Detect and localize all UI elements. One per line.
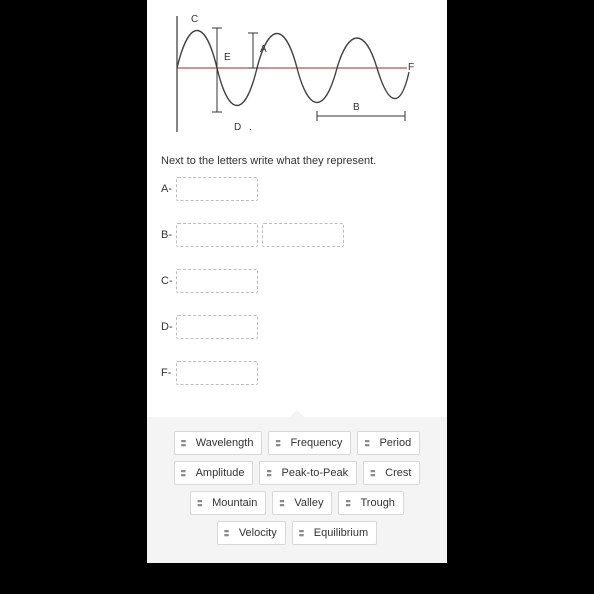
drag-grip-icon: ▪▪▪▪ (181, 469, 191, 477)
drag-grip-icon: ▪▪▪▪ (279, 499, 289, 507)
drop-slot[interactable] (176, 177, 258, 201)
svg-text:.: . (249, 122, 252, 133)
word-chip-label: Amplitude (196, 467, 245, 479)
word-chip[interactable]: ▪▪▪▪ Frequency (268, 431, 351, 455)
word-chip-label: Wavelength (196, 437, 254, 449)
word-chip[interactable]: ▪▪▪▪ Mountain (190, 491, 266, 515)
worksheet-page: C A E F B D . Next to the letters write … (147, 0, 447, 563)
drag-grip-icon: ▪▪▪▪ (224, 529, 234, 537)
svg-text:E: E (224, 52, 231, 63)
word-chip[interactable]: ▪▪▪▪ Trough (338, 491, 403, 515)
word-chip[interactable]: ▪▪▪▪ Peak-to-Peak (259, 461, 357, 485)
row-label: C- (161, 275, 175, 287)
wave-svg: C A E F B D . (157, 8, 417, 138)
svg-text:B: B (353, 102, 360, 113)
word-chip[interactable]: ▪▪▪▪ Velocity (217, 521, 286, 545)
word-chip-label: Velocity (239, 527, 277, 539)
word-chip-label: Mountain (212, 497, 257, 509)
svg-text:C: C (191, 14, 198, 25)
word-chip[interactable]: ▪▪▪▪ Amplitude (174, 461, 254, 485)
drop-slot[interactable] (176, 315, 258, 339)
answer-rows: A- B- C- D- F- (147, 177, 447, 417)
answer-row: A- (161, 177, 433, 201)
word-chip-label: Crest (385, 467, 411, 479)
drop-slot[interactable] (176, 223, 258, 247)
drag-grip-icon: ▪▪▪▪ (275, 439, 285, 447)
drag-grip-icon: ▪▪▪▪ (345, 499, 355, 507)
wave-diagram: C A E F B D . (147, 0, 447, 149)
answer-row: C- (161, 269, 433, 293)
answer-row: F- (161, 361, 433, 385)
answer-row: B- (161, 223, 433, 247)
word-chip[interactable]: ▪▪▪▪ Equilibrium (292, 521, 377, 545)
word-chip[interactable]: ▪▪▪▪ Crest (363, 461, 420, 485)
drag-grip-icon: ▪▪▪▪ (197, 499, 207, 507)
word-chip[interactable]: ▪▪▪▪ Valley (272, 491, 332, 515)
svg-text:F: F (408, 62, 414, 73)
answer-row: D- (161, 315, 433, 339)
word-chip-label: Period (379, 437, 411, 449)
drop-slot[interactable] (262, 223, 344, 247)
svg-text:D: D (234, 122, 241, 133)
word-chip-label: Equilibrium (314, 527, 368, 539)
word-chip[interactable]: ▪▪▪▪ Wavelength (174, 431, 263, 455)
svg-text:A: A (260, 44, 267, 55)
row-label: A- (161, 183, 175, 195)
row-label: D- (161, 321, 175, 333)
drag-grip-icon: ▪▪▪▪ (181, 439, 191, 447)
word-bank: ▪▪▪▪Wavelength▪▪▪▪Frequency▪▪▪▪Period▪▪▪… (147, 417, 447, 563)
word-chip-label: Trough (360, 497, 394, 509)
word-chip[interactable]: ▪▪▪▪ Period (357, 431, 420, 455)
instruction-text: Next to the letters write what they repr… (147, 149, 447, 177)
drag-grip-icon: ▪▪▪▪ (370, 469, 380, 477)
row-label: B- (161, 229, 175, 241)
row-label: F- (161, 367, 175, 379)
drop-slot[interactable] (176, 361, 258, 385)
drag-grip-icon: ▪▪▪▪ (266, 469, 276, 477)
drag-grip-icon: ▪▪▪▪ (364, 439, 374, 447)
drag-grip-icon: ▪▪▪▪ (299, 529, 309, 537)
word-chip-label: Frequency (290, 437, 342, 449)
word-chip-label: Peak-to-Peak (281, 467, 348, 479)
word-chip-label: Valley (294, 497, 323, 509)
drop-slot[interactable] (176, 269, 258, 293)
